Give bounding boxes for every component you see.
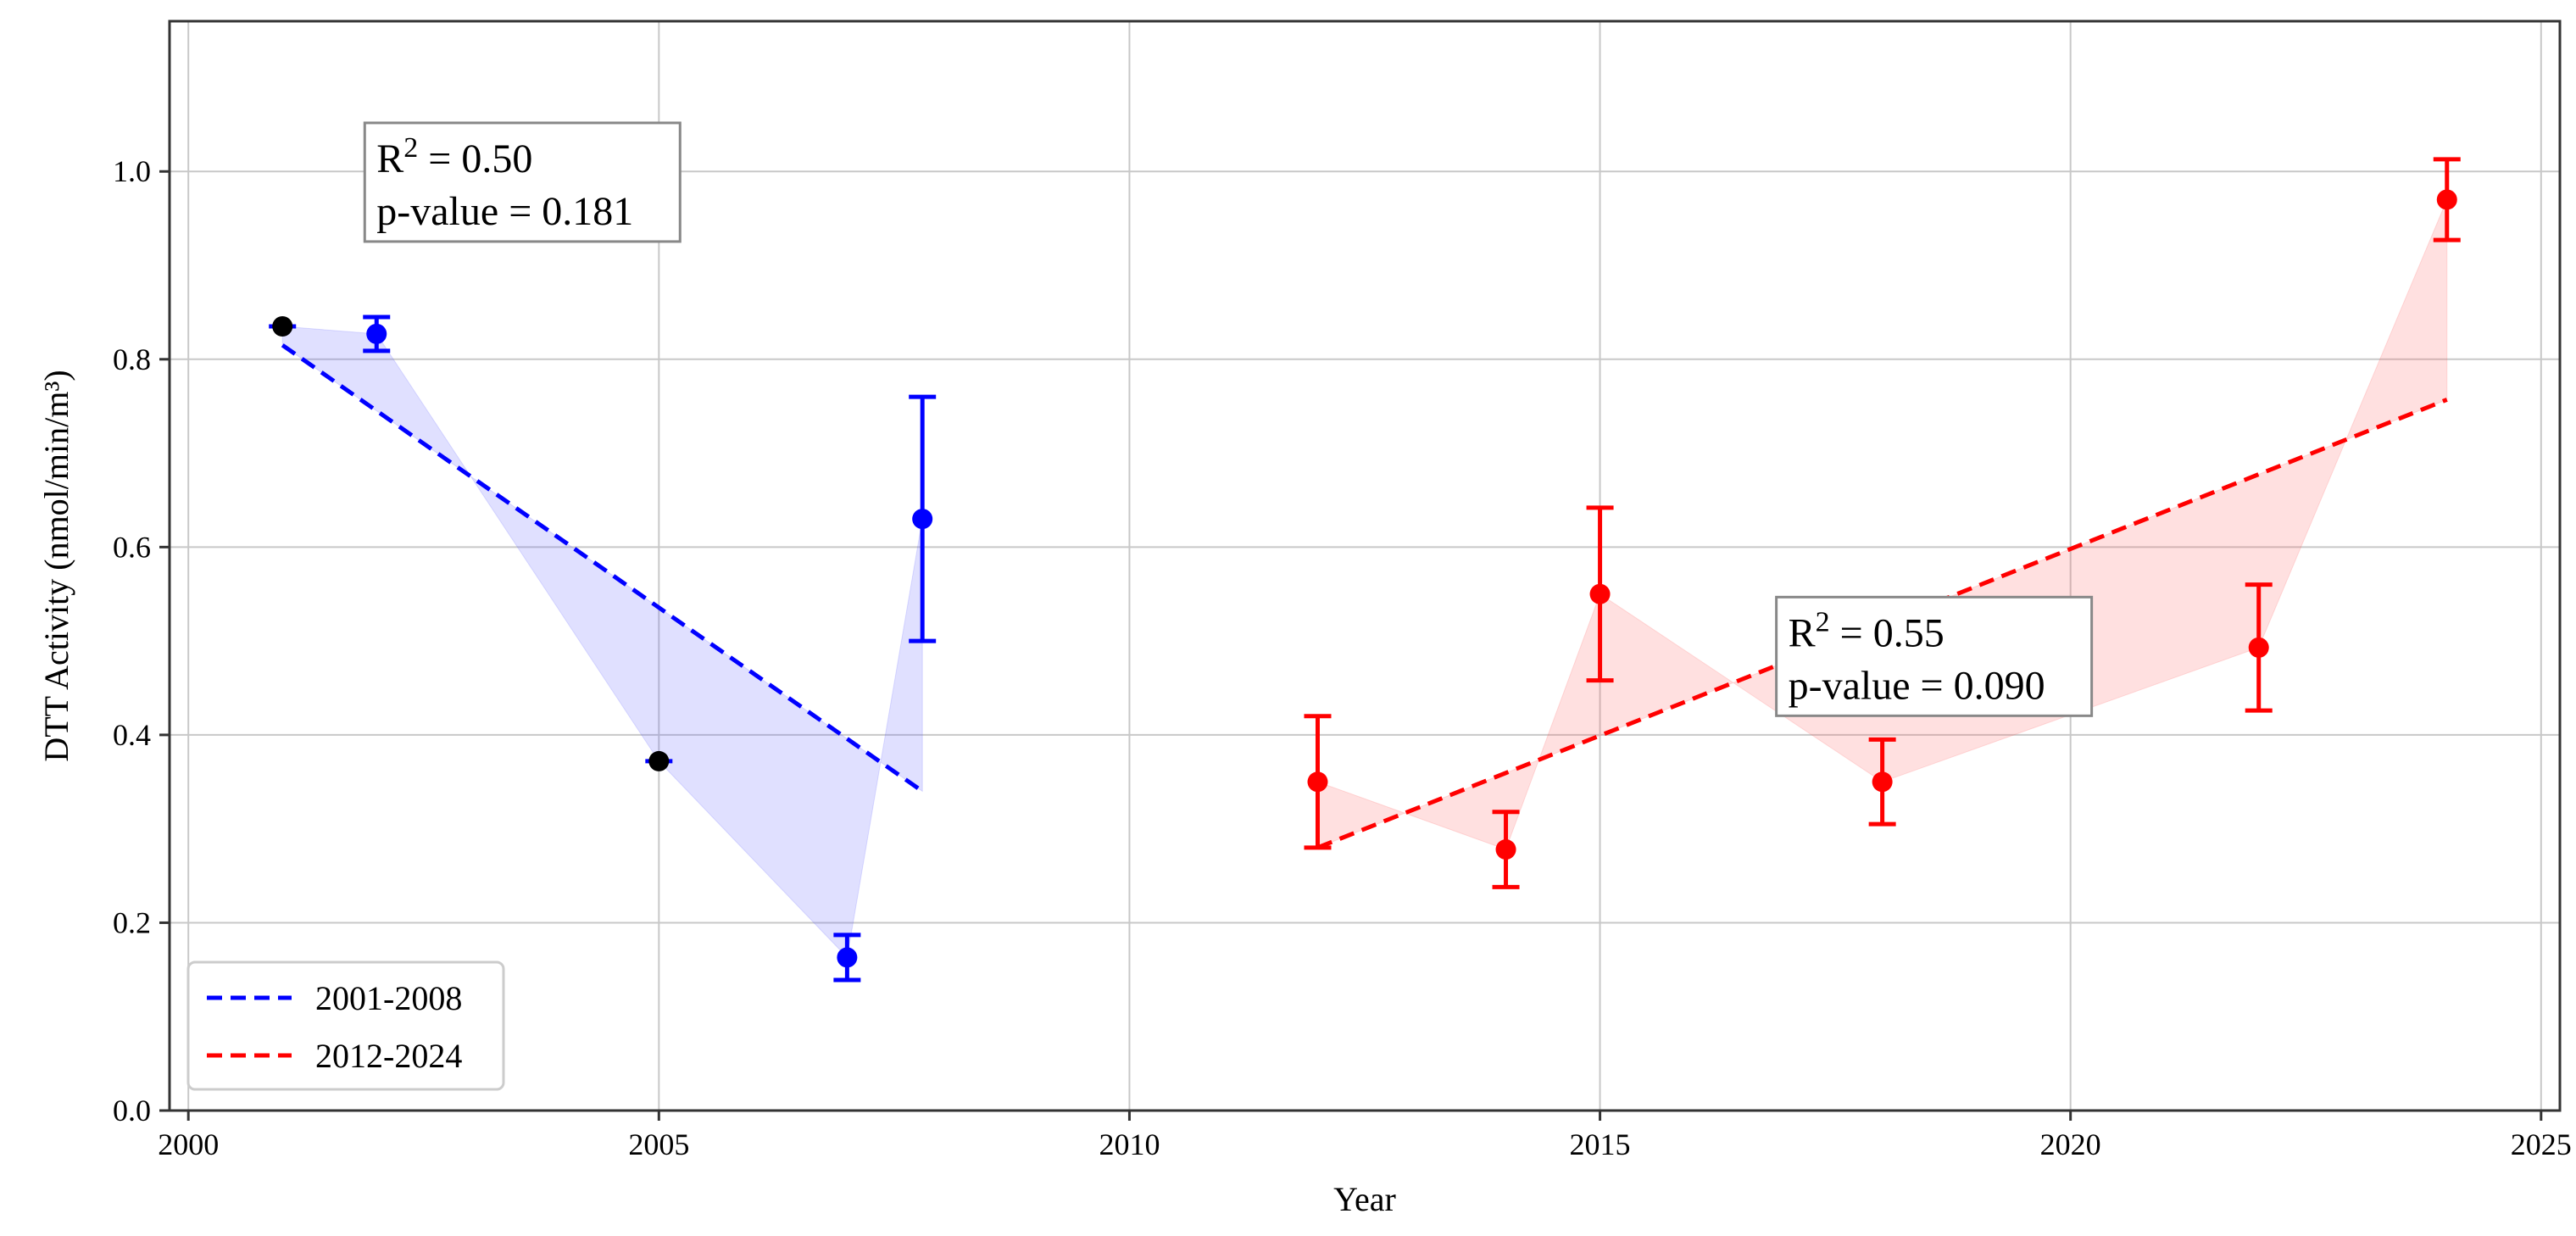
x-axis-label: Year [1333,1180,1396,1218]
data-point-1-1 [1495,839,1516,860]
legend-label-0: 2001-2008 [315,979,462,1017]
y-tick-label-4: 0.8 [113,342,151,376]
annotation-r2-superscript-0: 2 [403,132,418,164]
data-point-0-4 [912,509,933,530]
annotation-box-1 [1775,595,2094,717]
annotation-r2-0: R2 = 0.50 [376,132,532,181]
y-axis-label: DTT Activity (nmol/min/m³) [37,370,75,761]
data-point-0-0 [272,316,293,337]
data-point-1-0 [1307,771,1328,793]
x-tick-label-0: 2000 [158,1127,219,1161]
data-point-0-1 [366,323,387,344]
annotation-r2-value-1: = 0.55 [1830,610,1945,655]
data-point-1-3 [1872,771,1893,793]
axes-frame [168,19,2562,1112]
x-tick-label-4: 2020 [2040,1127,2101,1161]
annotation-r2-value-0: = 0.50 [418,136,532,181]
data-point-0-2 [648,750,670,771]
annotation-r2-symbol-1: R [1789,610,1816,655]
trend-line-2001-2008 [281,343,924,793]
annotation-pvalue-1: p-value = 0.090 [1789,663,2045,708]
x-tick-label-3: 2015 [1570,1127,1631,1161]
annotation-r2-symbol-0: R [376,136,403,181]
annotation-pvalue-0: p-value = 0.181 [376,189,633,234]
annotation-box-0 [363,121,682,243]
data-point-1-4 [2248,637,2269,658]
x-tick-label-2: 2010 [1099,1127,1160,1161]
legend-label-1: 2012-2024 [315,1037,462,1075]
data-point-1-5 [2436,189,2457,210]
y-tick-label-3: 0.6 [113,530,151,564]
data-point-1-2 [1589,583,1611,604]
annotation-r2-superscript-1: 2 [1816,606,1830,637]
y-tick-label-0: 0.0 [113,1094,151,1127]
data-point-0-3 [837,947,858,968]
y-tick-label-2: 0.4 [113,718,151,752]
x-tick-label-1: 2005 [628,1127,689,1161]
y-tick-label-5: 1.0 [113,154,151,188]
x-tick-label-5: 2025 [2511,1127,2572,1161]
y-tick-label-1: 0.2 [113,905,151,939]
annotation-r2-1: R2 = 0.55 [1789,606,1945,655]
